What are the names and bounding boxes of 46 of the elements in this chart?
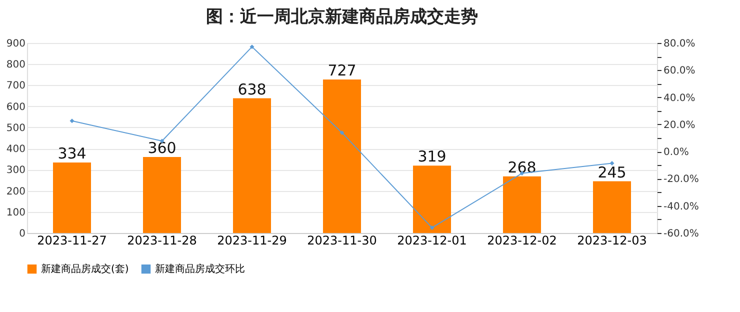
- y-tick-label: 900: [6, 38, 26, 50]
- x-tick-label: 2023-12-02: [487, 234, 557, 248]
- chart-title: 图：近一周北京新建商品房成交走势: [206, 7, 478, 27]
- x-tick-label: 2023-11-28: [127, 234, 197, 248]
- bar: [143, 157, 181, 233]
- data-label: 319: [418, 148, 446, 166]
- x-tick-label: 2023-11-29: [217, 234, 287, 248]
- y-tick-label: 600: [6, 102, 26, 113]
- bar: [323, 80, 361, 233]
- y2-tick-label: 0.0%: [664, 147, 689, 158]
- x-tick-label: 2023-11-30: [307, 234, 377, 248]
- point: [430, 225, 434, 230]
- y-tick-label: 500: [6, 122, 26, 134]
- data-label: 268: [508, 158, 536, 176]
- data-label: 245: [598, 163, 626, 182]
- y-tick-label: 800: [6, 60, 26, 71]
- bar: [53, 162, 91, 233]
- point: [70, 118, 74, 124]
- y-tick-label: 400: [6, 144, 26, 156]
- data-label: 727: [328, 62, 356, 80]
- bar: [593, 181, 631, 233]
- point: [250, 44, 254, 50]
- bar: [233, 98, 271, 233]
- y-tick-label: 700: [6, 80, 26, 92]
- bar: [413, 166, 451, 233]
- point: [340, 130, 344, 135]
- y2-tick-label: 60.0%: [664, 66, 696, 77]
- y2-tick-label: 40.0%: [664, 92, 696, 104]
- y2-tick-label: -20.0%: [664, 174, 699, 186]
- y2-tick-label: 20.0%: [664, 120, 696, 131]
- y2-tick-label: -40.0%: [664, 201, 699, 212]
- y-tick-label: 100: [6, 207, 26, 218]
- y2-tick-label: -60.0%: [664, 228, 699, 240]
- data-label: 334: [58, 144, 86, 162]
- y-tick-label: 0: [19, 228, 26, 240]
- x-tick-label: 2023-12-03: [577, 234, 647, 248]
- bar: [503, 176, 541, 233]
- data-label: 638: [238, 80, 266, 98]
- legend-label: 新建商品房成交(套): [41, 263, 129, 276]
- y2-tick-label: 80.0%: [664, 38, 696, 50]
- x-tick-label: 2023-12-01: [397, 234, 467, 248]
- data-label: 360: [148, 139, 176, 157]
- x-tick-label: 2023-11-27: [37, 234, 107, 248]
- y-tick-label: 300: [6, 165, 26, 176]
- y-tick-label: 200: [6, 186, 26, 198]
- legend-label: 新建商品房成交环比: [155, 263, 245, 276]
